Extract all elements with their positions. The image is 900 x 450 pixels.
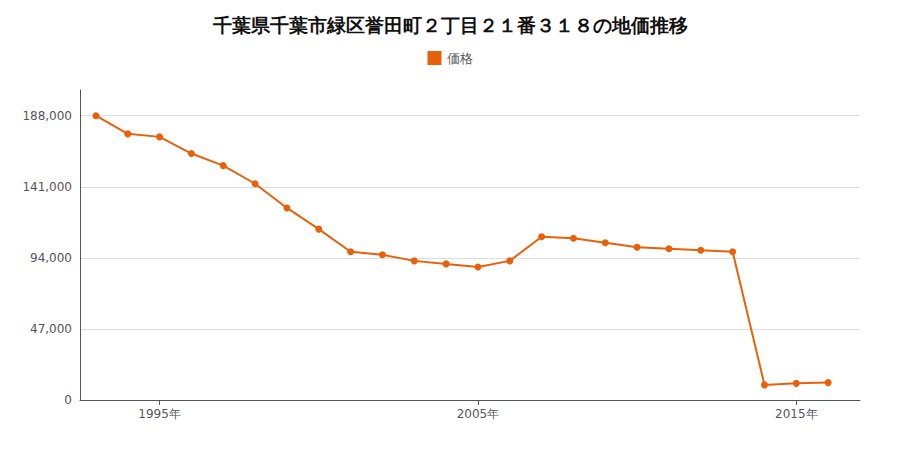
svg-text:2015年: 2015年 <box>775 407 818 421</box>
svg-text:94,000: 94,000 <box>30 251 72 265</box>
svg-text:価格: 価格 <box>447 51 473 66</box>
svg-text:141,000: 141,000 <box>22 180 72 194</box>
svg-text:1995年: 1995年 <box>138 407 181 421</box>
svg-text:千葉県千葉市緑区誉田町２丁目２１番３１８の地価推移: 千葉県千葉市緑区誉田町２丁目２１番３１８の地価推移 <box>212 14 688 36</box>
svg-text:47,000: 47,000 <box>30 322 72 336</box>
svg-text:188,000: 188,000 <box>22 109 72 123</box>
svg-text:2005年: 2005年 <box>457 407 500 421</box>
svg-text:0: 0 <box>64 393 72 407</box>
